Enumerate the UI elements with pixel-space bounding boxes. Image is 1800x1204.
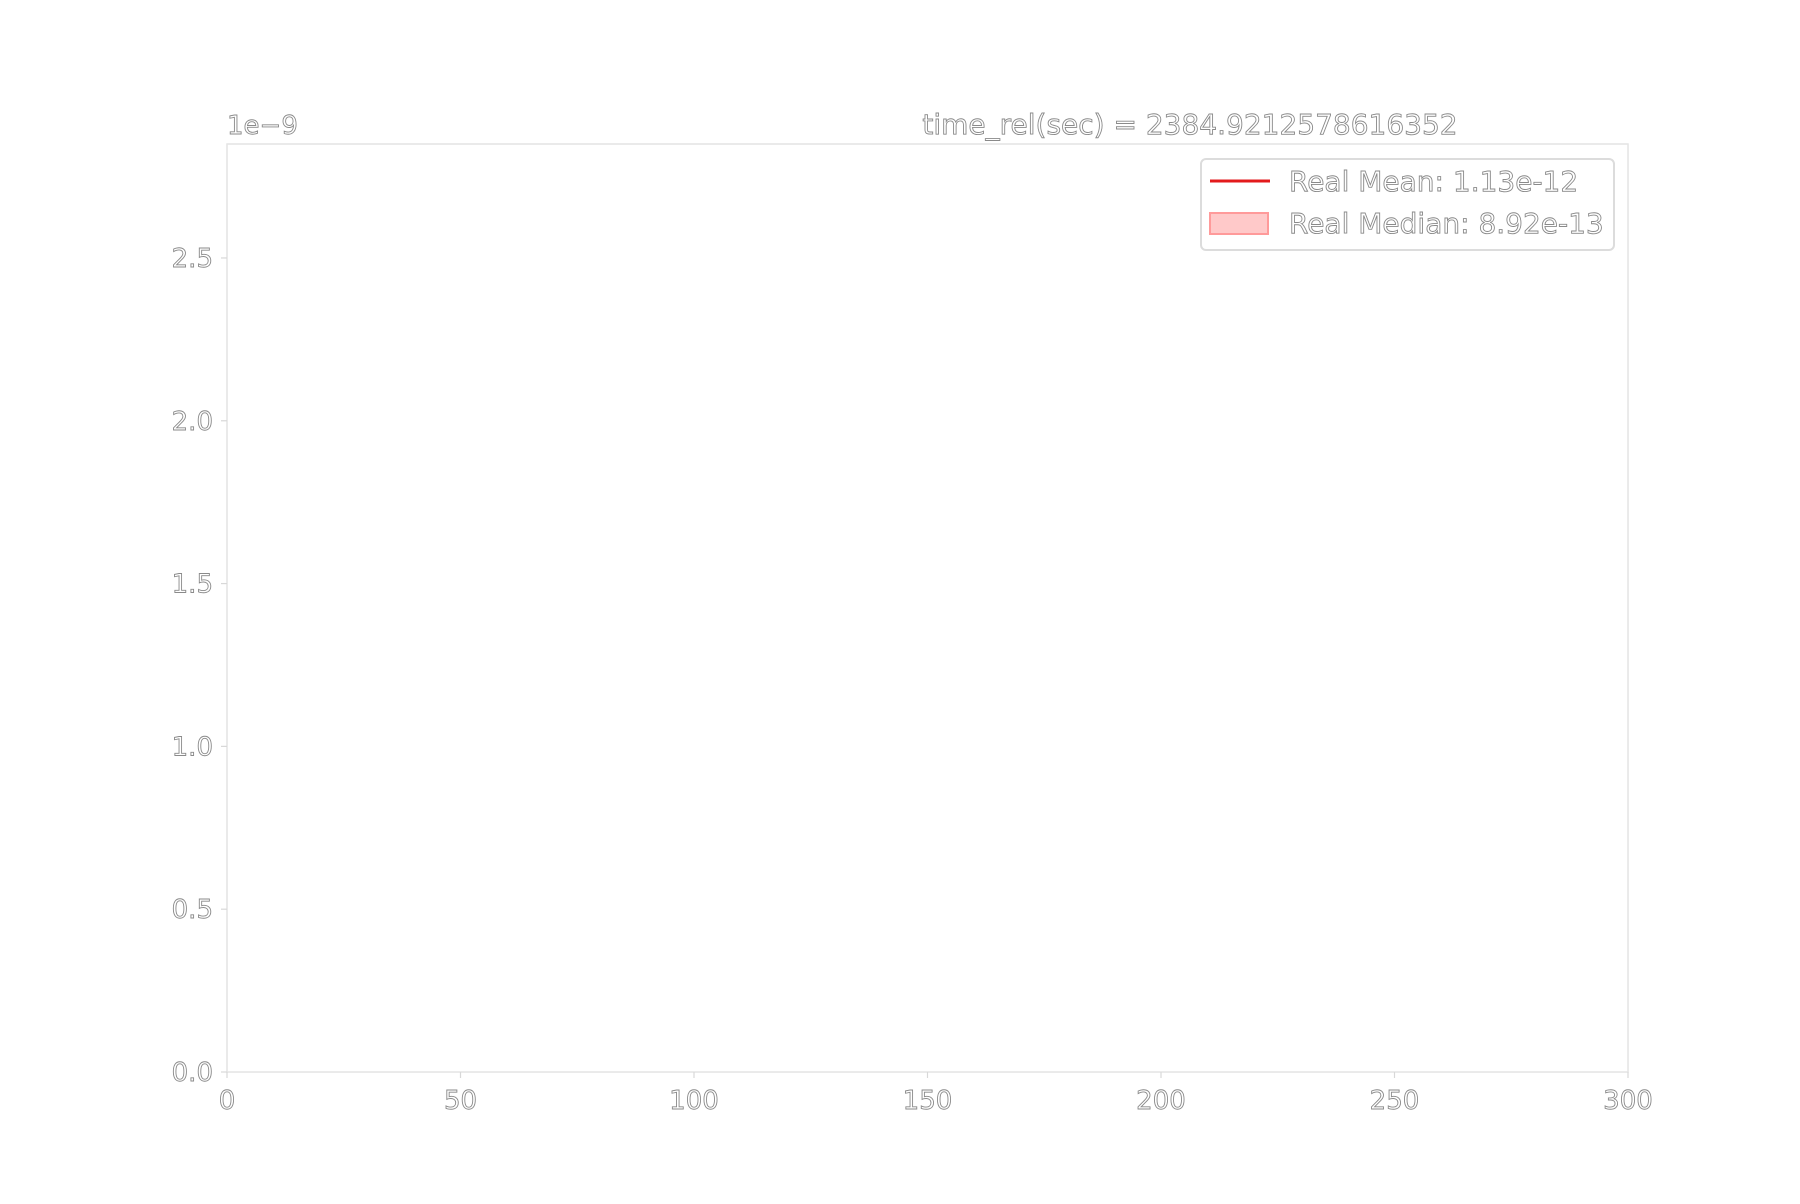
- y-tick-label: 2.5: [172, 244, 213, 274]
- x-tick-label: 300: [1603, 1086, 1653, 1116]
- x-tick-label: 150: [903, 1086, 953, 1116]
- plot-area: [226, 143, 1629, 1073]
- y-tick-label: 2.0: [172, 407, 213, 437]
- y-tick-label: 1.5: [172, 570, 213, 600]
- legend: Real Mean: 1.13e-12 Real Median: 8.92e-1…: [1200, 158, 1615, 251]
- legend-box: [1200, 158, 1615, 251]
- legend-mean-label: Real Mean: 1.13e-12: [1289, 165, 1578, 198]
- x-tick-label: 100: [669, 1086, 719, 1116]
- legend-median-swatch: [1209, 212, 1269, 235]
- chart-title: time_rel(sec) = 2384.9212578616352: [922, 108, 1457, 141]
- y-tick-label: 1.0: [172, 732, 213, 762]
- y-tick-label: 0.5: [172, 895, 213, 925]
- legend-median-label: Real Median: 8.92e-13: [1289, 207, 1604, 240]
- y-axis-offset-label: 1e−9: [227, 111, 298, 141]
- x-tick-label: 0: [219, 1086, 236, 1116]
- x-tick-label: 250: [1370, 1086, 1420, 1116]
- y-tick-label: 0.0: [172, 1058, 213, 1088]
- x-tick-label: 50: [444, 1086, 477, 1116]
- x-tick-label: 200: [1136, 1086, 1186, 1116]
- y-axis-ticks: 0.0 0.5 1.0 1.5 2.0 2.5: [171, 244, 227, 1088]
- x-axis-ticks: 0 50 100 150 200 250 300: [218, 1072, 1653, 1116]
